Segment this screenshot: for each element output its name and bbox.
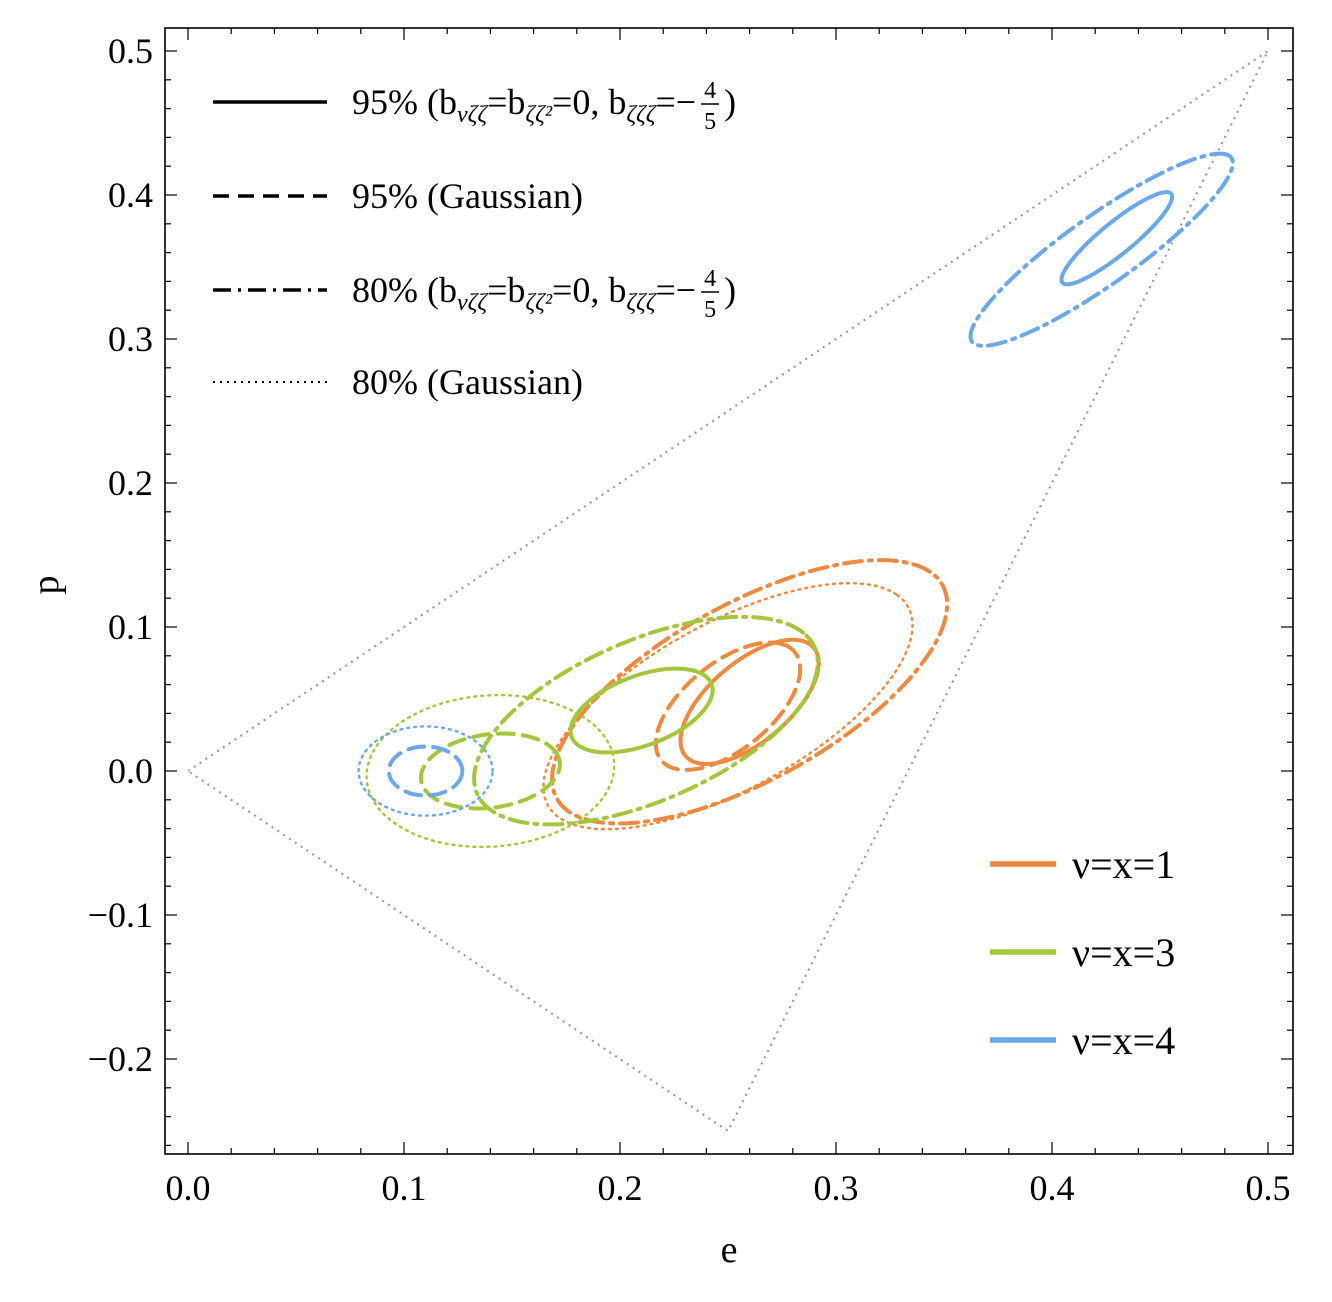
style-legend: 95% (bνζζ=bζζ²=0, bζζζ=− 4 5) 95% (Gaussian… — [213, 78, 736, 402]
x-tick-label: 0.5 — [1246, 1168, 1291, 1208]
plot-area — [187, 47, 1271, 1133]
style-legend-label-dotted: 80% (Gaussian) — [352, 362, 583, 402]
y-tick-label: 0.0 — [108, 751, 153, 791]
legend-fraction-numerator: 4 — [704, 266, 716, 292]
style-legend-label-dashdot: 80% (bνζζ=bζζ²=0, bζζζ=− — [352, 270, 696, 316]
contour-curves — [357, 151, 1235, 849]
contour-4 — [568, 666, 715, 755]
color-legend-label-2: ν=x=3 — [1072, 930, 1175, 975]
y-tick-label: 0.2 — [108, 463, 153, 503]
legend-fraction-denominator: 5 — [704, 297, 716, 323]
color-legend-label-1: ν=x=1 — [1072, 842, 1175, 887]
x-tick-label: 0.0 — [166, 1168, 211, 1208]
contour-2 — [549, 558, 950, 826]
contour-3 — [542, 581, 914, 831]
contour-10 — [968, 151, 1235, 348]
y-tick-label: 0.4 — [108, 175, 153, 215]
x-tick-label: 0.1 — [382, 1168, 427, 1208]
contour-11 — [357, 725, 494, 817]
color-legend: ν=x=1 ν=x=3 ν=x=4 — [990, 842, 1175, 1063]
axis-tick-labels: 0.0 0.1 0.2 0.3 0.4 0.5 −0.2 −0.1 0.0 0.1 0.2 0.3 0.… — [88, 31, 1291, 1208]
contour-8 — [1059, 190, 1175, 287]
legend-fraction-denominator: 5 — [704, 109, 716, 135]
allowed-region-boundary — [187, 47, 1271, 1133]
axis-ticks — [165, 28, 1293, 1154]
x-axis-label: e — [721, 1229, 738, 1271]
x-tick-label: 0.2 — [598, 1168, 643, 1208]
style-legend-label-solid: 95% (bνζζ=bζζ²=0, bζζζ=− — [352, 82, 696, 128]
y-tick-label: 0.5 — [108, 31, 153, 71]
legend-close-paren: ) — [724, 270, 736, 310]
x-tick-label: 0.4 — [1030, 1168, 1075, 1208]
color-legend-label-3: ν=x=4 — [1072, 1018, 1175, 1063]
legend-fraction-numerator: 4 — [704, 78, 716, 104]
style-legend-label-dashed: 95% (Gaussian) — [352, 176, 583, 216]
y-tick-label: −0.2 — [88, 1039, 153, 1079]
contour-5 — [418, 731, 562, 811]
plot-frame — [164, 27, 1294, 1155]
contour-9 — [386, 744, 465, 798]
contour-6 — [472, 614, 820, 827]
contour-7 — [365, 693, 616, 849]
y-tick-label: −0.1 — [88, 895, 153, 935]
y-tick-label: 0.3 — [108, 319, 153, 359]
x-tick-label: 0.3 — [814, 1168, 859, 1208]
legend-close-paren: ) — [724, 82, 736, 122]
contour-1 — [653, 640, 803, 772]
y-axis-label: p — [25, 576, 67, 595]
y-tick-label: 0.1 — [108, 607, 153, 647]
